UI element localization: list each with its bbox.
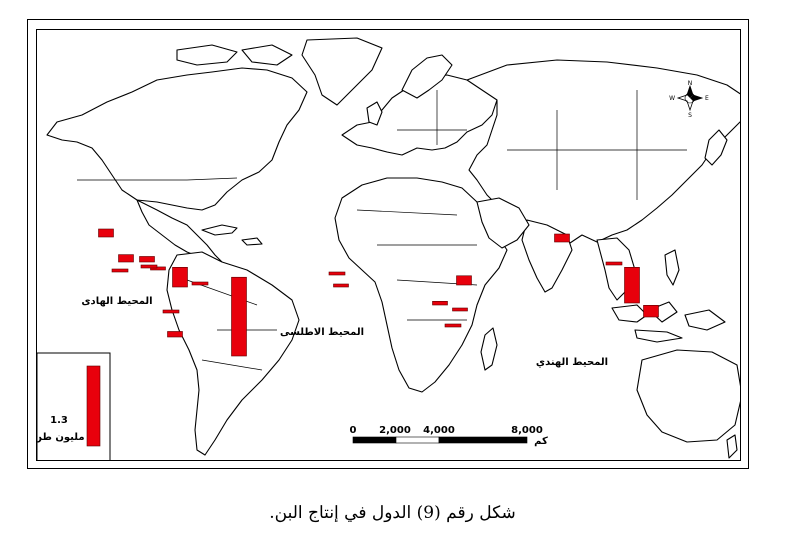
- ocean-label-indian: المحيط الهندي: [536, 357, 608, 368]
- production-bar-guinea: [328, 271, 346, 276]
- compass-s: S: [688, 112, 692, 119]
- production-bar-peru: [167, 331, 183, 338]
- arctic-islands: [176, 44, 293, 66]
- production-bar-guatemala: [118, 254, 134, 263]
- compass-e: E: [705, 95, 709, 102]
- arabia: [476, 197, 530, 249]
- north-america: [46, 67, 308, 211]
- asia: [466, 59, 740, 263]
- australia: [636, 349, 740, 443]
- land-masses: [46, 37, 740, 459]
- compass-rose: N S E W: [669, 80, 709, 119]
- scale-bar: 0 2,000 4,000 8,000 كم: [350, 425, 548, 447]
- production-bar-vietnam: [624, 267, 640, 304]
- philippines: [664, 249, 680, 286]
- production-bar-tanzania: [444, 323, 462, 328]
- compass-n: N: [688, 80, 693, 87]
- production-bar-nicaragua: [150, 266, 166, 271]
- legend-value: 1.3: [50, 415, 68, 426]
- production-bar-costa-rica: [111, 268, 129, 273]
- production-bar-el-salvador: [140, 264, 158, 269]
- ocean-label-pacific: المحيط الهادى: [81, 296, 152, 307]
- legend: 1.3 مليون طن: [37, 352, 111, 460]
- greenland: [301, 37, 383, 106]
- scale-tick-8000: 8,000: [511, 425, 543, 436]
- production-bar-venezuela: [191, 281, 209, 286]
- europe: [341, 74, 498, 156]
- uk: [366, 101, 383, 126]
- production-bar-colombia: [172, 267, 188, 288]
- legend-bar: [86, 365, 101, 447]
- production-bar-mexico: [98, 228, 114, 238]
- scale-tick-4000: 4,000: [423, 425, 455, 436]
- figure-caption: شكل رقم (9) الدول في إنتاج البن.: [269, 503, 516, 523]
- world-map: المحيط الهادى المحيط الاطلسى المحيط الهن…: [37, 37, 740, 460]
- madagascar: [480, 327, 498, 371]
- scale-unit: كم: [534, 436, 548, 447]
- africa: [334, 177, 508, 393]
- japan: [704, 129, 728, 166]
- production-bar-ethiopia: [456, 275, 472, 286]
- production-bar-laos: [605, 261, 623, 266]
- production-bar-india: [554, 233, 570, 243]
- compass-w: W: [669, 95, 675, 102]
- production-bars: [98, 228, 659, 357]
- ocean-label-atlantic: المحيط الاطلسى: [280, 327, 364, 338]
- indonesia: [611, 301, 726, 343]
- scale-tick-0: 0: [350, 425, 357, 436]
- production-bar-uganda: [432, 301, 448, 306]
- new-zealand: [726, 434, 738, 459]
- scandinavia: [401, 54, 453, 99]
- legend-unit: مليون طن: [37, 432, 85, 443]
- caribbean: [201, 224, 263, 246]
- production-bar-ecuador: [162, 309, 180, 314]
- production-bar-cote-d-ivoire: [333, 283, 349, 288]
- production-bar-honduras: [139, 256, 155, 263]
- map-area: المحيط الهادى المحيط الاطلسى المحيط الهن…: [36, 29, 741, 461]
- map-frame: المحيط الهادى المحيط الاطلسى المحيط الهن…: [27, 19, 749, 469]
- production-bar-brazil: [231, 276, 247, 357]
- production-bar-indonesia: [643, 305, 659, 318]
- scale-tick-2000: 2,000: [379, 425, 411, 436]
- production-bar-kenya: [452, 307, 468, 312]
